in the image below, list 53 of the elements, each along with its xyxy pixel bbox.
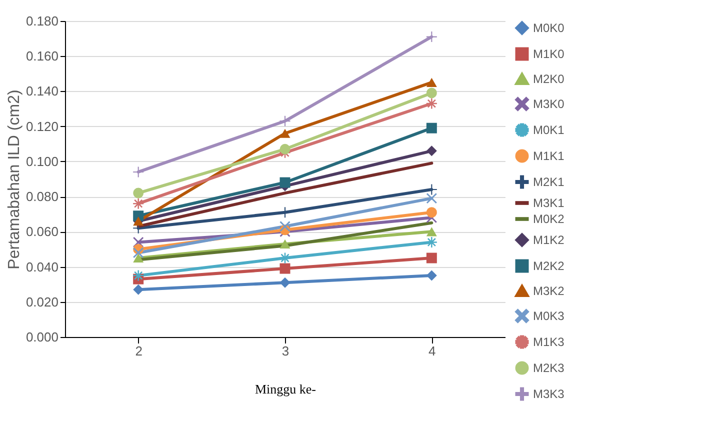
legend-label: M0K3	[533, 309, 565, 323]
point	[280, 177, 290, 188]
y-tick-label: 0.040	[26, 259, 58, 274]
point	[280, 263, 290, 274]
y-tick-label: 0.120	[26, 118, 58, 134]
point	[133, 253, 144, 263]
x-tick-label: 4	[428, 344, 436, 358]
legend-label: M0K2	[533, 212, 565, 226]
y-tick-label: 0.160	[26, 48, 58, 64]
point	[133, 166, 144, 178]
point	[133, 284, 144, 295]
x-tick-label: 2	[135, 344, 142, 358]
point	[426, 227, 437, 236]
x-axis-title: Minggu ke-	[254, 382, 316, 396]
point	[426, 252, 437, 264]
legend-label: M3K0	[533, 97, 565, 111]
legend-label: M2K2	[533, 259, 565, 273]
legend-label: M2K1	[533, 175, 565, 189]
x-tick-label: 3	[282, 344, 290, 358]
point	[133, 188, 144, 198]
point	[426, 88, 437, 98]
point	[280, 239, 290, 248]
point	[280, 128, 290, 138]
legend-label: M1K1	[533, 149, 565, 163]
point	[280, 144, 290, 154]
legend-label: M3K1	[533, 196, 565, 210]
point	[280, 277, 290, 288]
legend-label: M1K2	[533, 233, 565, 247]
point	[280, 221, 290, 232]
y-tick-label: 0.100	[26, 154, 58, 169]
y-tick-label: 0.140	[26, 84, 58, 99]
point	[133, 247, 144, 258]
legend-label: M2K0	[533, 72, 565, 86]
point	[426, 122, 437, 134]
legend-label: M2K3	[533, 361, 565, 375]
y-tick-label: 0.000	[26, 330, 58, 344]
legend-label: M1K0	[533, 47, 565, 61]
y-tick-label: 0.060	[26, 224, 58, 240]
y-axis-title: Pertamabahan ILD (cm2)	[6, 90, 23, 270]
point	[426, 78, 437, 87]
legend-label: M3K3	[533, 387, 565, 401]
legend-label: M1K3	[533, 335, 565, 349]
y-tick-label: 0.080	[26, 189, 58, 204]
y-tick-label: 0.020	[26, 294, 58, 310]
y-tick-label: 0.180	[26, 14, 58, 28]
point	[426, 270, 437, 281]
legend-label: M0K0	[533, 21, 565, 35]
point	[426, 207, 437, 218]
legend-label: M3K2	[533, 284, 565, 298]
legend-label: M0K1	[533, 123, 565, 137]
point	[426, 193, 437, 204]
point	[426, 32, 437, 42]
point	[426, 146, 437, 156]
